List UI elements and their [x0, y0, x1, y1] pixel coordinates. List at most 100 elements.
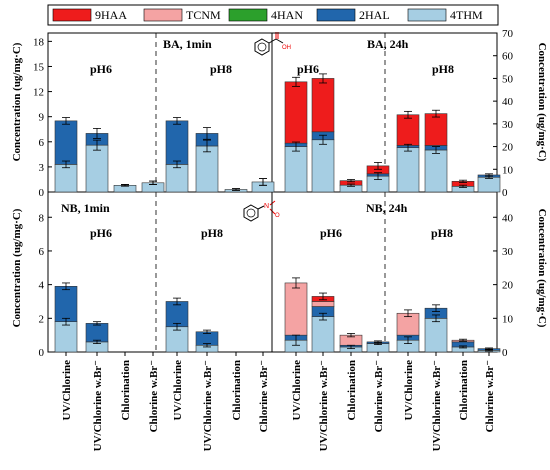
bar-segment-4thm: [477, 176, 501, 193]
x-category-labels: UV/Chlorine UV/Chlorine w.Br⁻ Chlorination…: [61, 360, 496, 452]
y-tick-label: 20: [502, 142, 514, 154]
x-category-label: UV/Chlorine w.Br⁻: [431, 360, 443, 452]
x-category-label: Chlorine w.Br⁻: [373, 360, 385, 433]
x-category-label: Chlorine w.Br⁻: [484, 360, 496, 433]
x-category-label: Chlorination: [120, 360, 132, 421]
legend: 9HAA TCNM 4HAN 2HAL 4THM: [47, 4, 499, 26]
left-y-axis-label: Concentration (ug/mg·C): [11, 42, 23, 161]
bar-segment-4thm: [311, 316, 335, 353]
y-tick-label: 40: [502, 212, 514, 224]
bar-segment-2hal: [54, 286, 78, 322]
y-tick-label: 4: [39, 280, 45, 292]
y-tick-label: 30: [502, 119, 514, 131]
bar-segment-2hal: [165, 120, 189, 165]
y-tick-label: 15: [33, 61, 45, 73]
panel-title-nb-1min: NB, 1min: [61, 201, 110, 215]
bar-segment-9haa: [424, 113, 448, 146]
y-tick-label: 10: [502, 164, 514, 176]
nitro-o-label: O: [275, 213, 280, 219]
panel-title-ba-1min: BA, 1min: [163, 37, 212, 51]
bar-segment-4thm: [195, 145, 219, 193]
bar-segment-tcnm: [284, 282, 308, 336]
y-tick-label: 8: [39, 212, 45, 224]
bar-segment-4thm: [165, 164, 189, 193]
bar-segment-9haa: [311, 78, 335, 133]
y-tick-label: 2: [39, 313, 45, 325]
y-tick-label: 10: [502, 313, 514, 325]
legend-label-tcnm: TCNM: [186, 8, 221, 22]
right-y-axis-label-bottom: Concentration (ug/mg·C): [536, 209, 548, 328]
bar-segment-4thm: [54, 164, 78, 193]
legend-swatch-4han: [228, 8, 268, 22]
y-tick-label: 70: [502, 28, 514, 40]
x-category-label: Chlorination: [231, 360, 243, 421]
group-label-top-4: pH8: [432, 62, 454, 76]
x-category-label: UV/Chlorine w.Br⁻: [318, 360, 330, 452]
panel-title-nb-24h: NB, 24h: [366, 201, 408, 215]
bar-segment-4thm: [311, 139, 335, 193]
group-label-bottom-1: pH6: [90, 226, 112, 240]
x-category-label: UV/Chlorine w.Br⁻: [92, 360, 104, 452]
x-category-label: UV/Chlorine: [172, 360, 184, 421]
panel-title-ba-24h: BA, 24h: [367, 37, 409, 51]
y-tick-label: 30: [502, 246, 514, 258]
legend-label-4thm: 4THM: [450, 8, 483, 22]
y-tick-label: 20: [502, 280, 514, 292]
bar-segment-4thm: [54, 321, 78, 353]
y-tick-label: 40: [502, 96, 514, 108]
x-category-label: UV/Chlorine: [61, 360, 73, 421]
bar-segment-4thm: [284, 146, 308, 193]
nitrobenzene-structure-icon: N O: [243, 200, 280, 222]
group-label-top-2: pH8: [210, 62, 232, 76]
bar-segment-2hal: [165, 301, 189, 328]
legend-label-4han: 4HAN: [271, 8, 303, 22]
legend-swatch-2hal: [316, 8, 356, 22]
x-category-label: UV/Chlorine w.Br⁻: [202, 360, 214, 452]
group-label-top-3: pH6: [297, 62, 319, 76]
y-tick-label: 3: [39, 162, 45, 174]
y-tick-label: 0: [502, 347, 508, 359]
y-tick-label: 6: [39, 246, 45, 258]
benzoic-acid-structure-icon: OH: [254, 32, 291, 56]
bar-segment-4thm: [165, 326, 189, 353]
right-y-axis-label: Concentration (ug/mg·C): [536, 43, 548, 162]
bar-segment-tcnm: [311, 301, 335, 307]
legend-label-9haa: 9HAA: [95, 8, 127, 22]
chart-marks: 0 3 6 9 12 15 18 0 10 20 30 40 50 60 70 0 2 4 6 8 0 10 20 30 40: [33, 28, 514, 359]
bar-segment-4thm: [424, 318, 448, 353]
legend-label-2hal: 2HAL: [359, 8, 390, 22]
x-category-label: Chlorine w.Br⁻: [148, 360, 160, 433]
y-tick-label: 6: [39, 137, 45, 149]
x-category-label: Chlorination: [458, 360, 470, 421]
left-y-axis-label-bottom: Concentration (ug/mg·C): [11, 208, 23, 327]
legend-swatch-tcnm: [143, 8, 183, 22]
x-category-label: Chlorine w.Br⁻: [258, 360, 270, 433]
y-tick-label: 0: [39, 187, 45, 199]
legend-swatch-9haa: [52, 8, 92, 22]
y-tick-label: 0: [502, 187, 508, 199]
y-tick-label: 60: [502, 51, 514, 63]
x-category-label: UV/Chlorine: [403, 360, 415, 421]
x-category-label: UV/Chlorine: [291, 360, 303, 421]
bar-segment-9haa: [284, 81, 308, 144]
y-tick-label: 9: [39, 112, 45, 124]
group-label-top-1: pH6: [90, 62, 112, 76]
y-tick-label: 12: [33, 87, 44, 99]
bar-segment-9haa: [396, 114, 420, 146]
svg-text:N: N: [264, 203, 269, 210]
legend-swatch-4thm: [407, 8, 447, 22]
bar-segment-4thm: [85, 144, 109, 193]
y-tick-label: 0: [39, 347, 45, 359]
bar-segment-4thm: [424, 149, 448, 193]
x-category-label: Chlorination: [346, 360, 358, 421]
bar-segment-4thm: [396, 147, 420, 193]
bar-segment-2hal: [85, 323, 109, 343]
group-label-bottom-4: pH8: [431, 226, 453, 240]
group-label-bottom-3: pH6: [320, 226, 342, 240]
bar-segment-2hal: [54, 120, 78, 165]
y-tick-label: 50: [502, 73, 514, 85]
y-tick-label: 18: [33, 36, 45, 48]
group-label-bottom-2: pH8: [201, 226, 223, 240]
benzoic-acid-oh-label: OH: [282, 45, 291, 51]
